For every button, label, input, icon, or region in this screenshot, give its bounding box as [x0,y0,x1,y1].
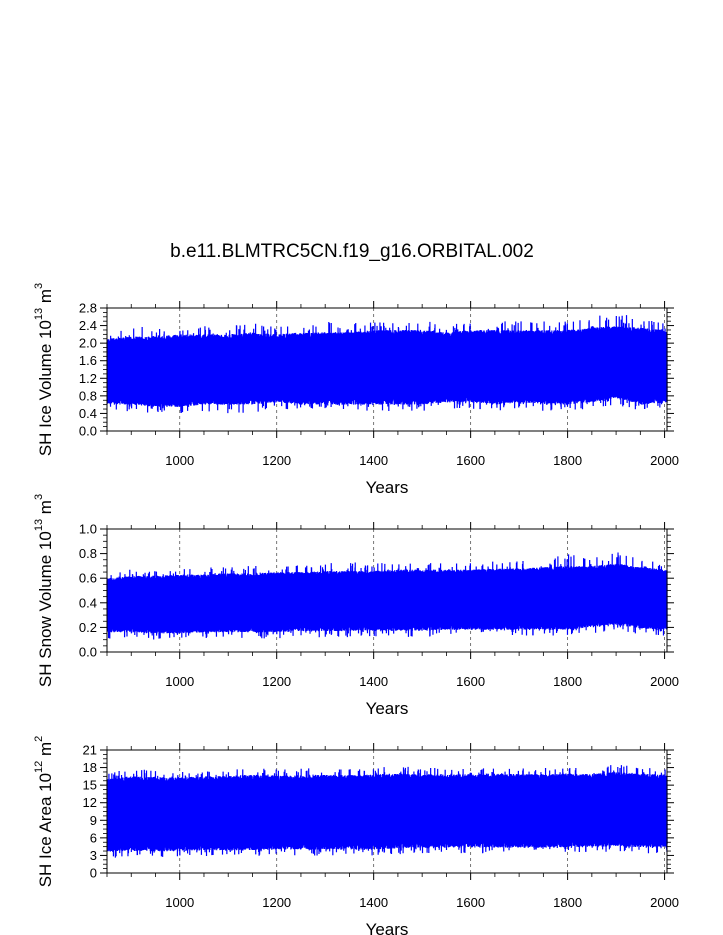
y-axis-label: SH Ice Area 1012 m2 [33,736,55,888]
x-tick-label: 1800 [553,674,582,689]
y-tick-label: 0.0 [79,424,97,439]
y-tick-label: 0.8 [79,546,97,561]
x-tick-label: 1000 [165,453,194,468]
x-tick-label: 1000 [165,895,194,910]
y-tick-label: 0 [90,866,97,881]
y-tick-label: 0.8 [79,388,97,403]
y-tick-label: 2.8 [79,301,97,316]
chart-panel-2: 1000 1200 1400 1600 1800 2000 0.0 0.2 0.4 0.6 0.8 1… [33,494,679,718]
x-tick-label: 2000 [650,453,679,468]
y-tick-label: 0.4 [79,595,97,610]
data-line [106,552,668,640]
y-tick-label: 21 [83,743,97,758]
y-tick-label: 6 [90,830,97,845]
x-tick-label: 1000 [165,674,194,689]
y-tick-label: 15 [83,778,97,793]
y-tick-label: 0.2 [79,620,97,635]
y-tick-label: 2.0 [79,336,97,351]
chart-panel-3: 1000 1200 1400 1600 1800 2000 0 3 6 9 12 15 18 21 Year… [33,736,679,935]
y-tick-label: 18 [83,760,97,775]
x-tick-label: 2000 [650,895,679,910]
y-tick-label: 3 [90,848,97,863]
y-tick-label: 1.6 [79,353,97,368]
figure-title: b.e11.BLMTRC5CN.f19_g16.ORBITAL.002 [170,241,534,262]
x-tick-label: 1200 [262,453,291,468]
x-tick-label: 1200 [262,895,291,910]
x-tick-label: 1800 [553,453,582,468]
data-line [106,765,668,858]
x-axis-label: Years [366,699,409,718]
x-tick-label: 1600 [456,674,485,689]
y-tick-label: 12 [83,795,97,810]
chart-panel-1: 1000 1200 1400 1600 1800 2000 0.0 0.4 0.8 1.2 1.6 2… [33,283,679,497]
data-line [106,315,668,414]
x-tick-label: 1800 [553,895,582,910]
x-tick-label: 1400 [359,674,388,689]
y-tick-label: 9 [90,813,97,828]
x-axis-label: Years [366,920,409,935]
x-tick-label: 1400 [359,453,388,468]
x-tick-label: 2000 [650,674,679,689]
y-tick-label: 0.4 [79,406,97,421]
y-tick-label: 0.6 [79,571,97,586]
x-tick-label: 1400 [359,895,388,910]
y-tick-label: 2.4 [79,318,97,333]
x-axis-label: Years [366,478,409,497]
y-axis-label: SH Snow Volume 1013 m3 [33,494,55,687]
x-tick-label: 1600 [456,895,485,910]
y-axis-label: SH Ice Volume 1013 m3 [33,283,55,456]
y-tick-label: 1.0 [79,522,97,537]
y-tick-label: 1.2 [79,371,97,386]
y-tick-label: 0.0 [79,645,97,660]
x-tick-label: 1200 [262,674,291,689]
x-tick-label: 1600 [456,453,485,468]
